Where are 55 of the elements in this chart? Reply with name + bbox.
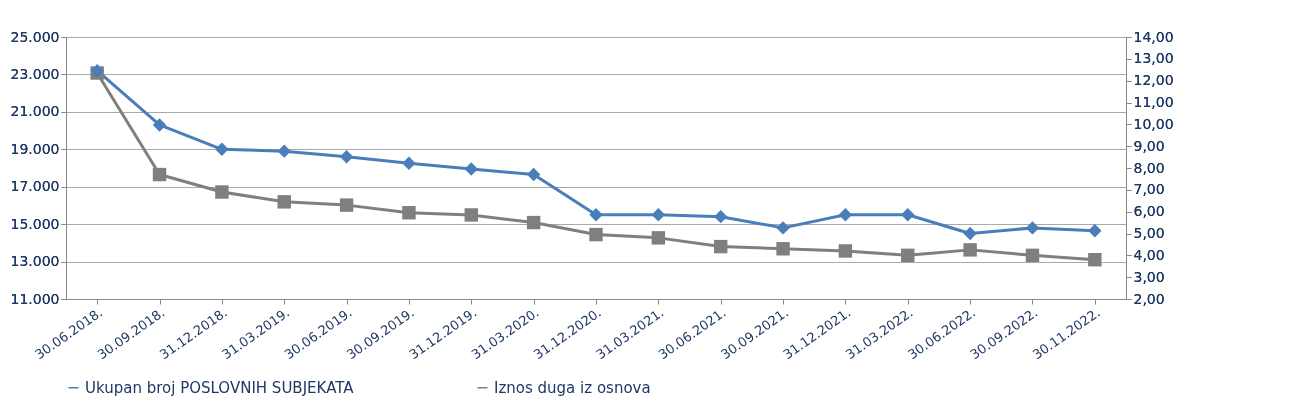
point: [1025, 248, 1040, 263]
point: [1025, 221, 1040, 235]
y2-tick-label: 6,00: [1133, 203, 1165, 220]
point: [776, 221, 790, 235]
point: [526, 167, 541, 182]
y2-tick-label: 4,00: [1133, 246, 1165, 263]
point: [526, 215, 541, 230]
point: [589, 208, 603, 222]
y2-tick-label: 14,00: [1133, 28, 1174, 45]
point: [152, 118, 167, 132]
point: [277, 195, 291, 209]
y-tick-label: 19.000: [10, 140, 60, 157]
y-tick-label: 15.000: [10, 215, 60, 232]
point: [339, 150, 354, 164]
y-tick-label: 25.000: [10, 28, 60, 45]
point: [464, 208, 478, 222]
point: [714, 239, 728, 254]
point: [402, 206, 416, 220]
point: [838, 244, 853, 258]
y2-tick-label: 11,00: [1133, 94, 1174, 110]
point: [215, 142, 229, 156]
y-tick-label: 11.000: [10, 290, 60, 307]
point: [152, 167, 167, 182]
y-tick-label: 23.000: [10, 65, 60, 82]
point: [651, 231, 666, 245]
point: [1088, 252, 1102, 267]
y2-tick-label: 5,00: [1133, 225, 1165, 241]
point: [464, 162, 478, 176]
point: [714, 209, 728, 224]
y-tick-label: 17.000: [10, 178, 60, 195]
y-tick-label: 21.000: [10, 103, 60, 120]
point: [1088, 223, 1102, 238]
y2-tick-label: 10,00: [1133, 115, 1174, 132]
point: [776, 242, 790, 256]
legend-label: Iznos duga iz osnova: [494, 378, 651, 397]
point: [838, 208, 853, 222]
legend-label: Ukupan broj POSLOVNIH SUBJEKATA: [85, 378, 355, 397]
point: [901, 248, 915, 263]
y2-tick-label: 3,00: [1133, 268, 1165, 285]
point: [215, 185, 229, 199]
point: [339, 198, 354, 212]
y-tick-label: 13.000: [10, 253, 60, 270]
y2-tick-label: 9,00: [1133, 137, 1165, 154]
point: [277, 144, 291, 158]
y2-tick-label: 8,00: [1133, 159, 1165, 176]
y2-tick-label: 7,00: [1133, 181, 1165, 198]
y2-tick-label: 2,00: [1133, 290, 1165, 307]
point: [963, 243, 977, 257]
point: [589, 227, 603, 242]
point: [963, 226, 977, 241]
point: [901, 208, 915, 222]
point: [651, 208, 666, 222]
y2-tick-label: 13,00: [1133, 50, 1174, 67]
y2-tick-label: 12,00: [1133, 72, 1174, 89]
point: [402, 156, 416, 171]
